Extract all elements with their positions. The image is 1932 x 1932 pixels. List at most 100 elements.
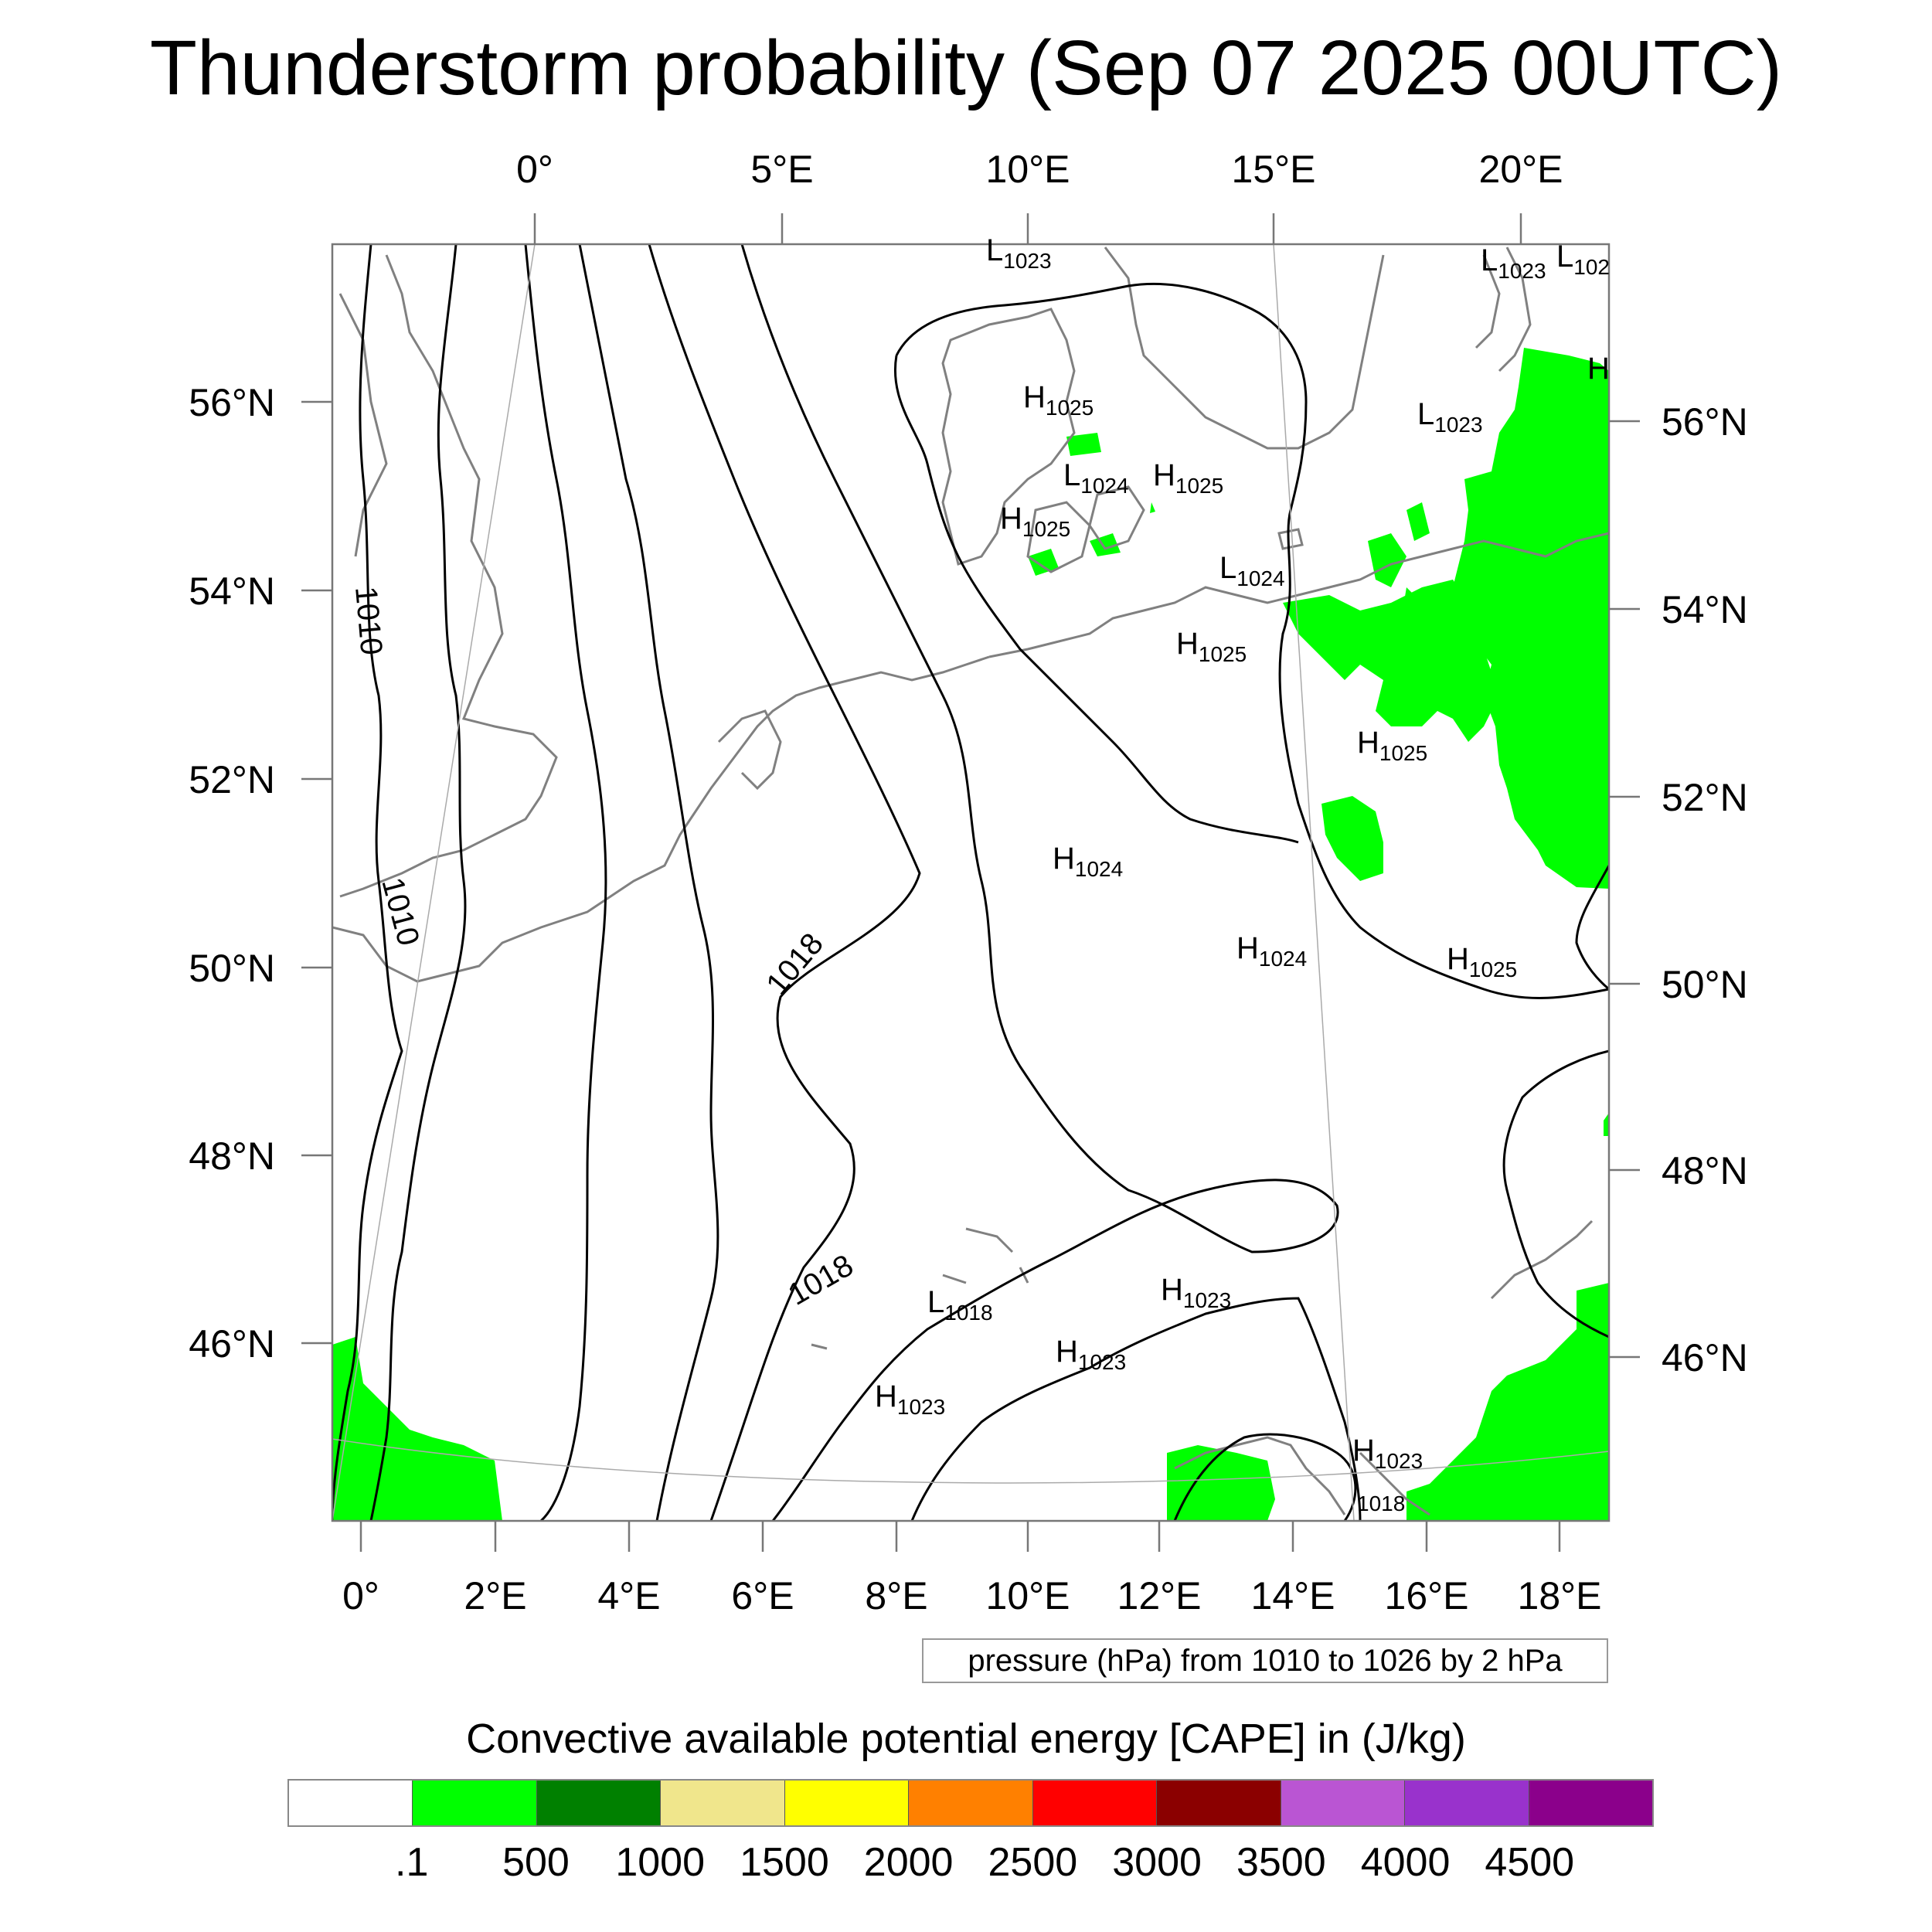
pressure-center: H1023: [1352, 1434, 1423, 1473]
pressure-center: H1023: [875, 1379, 945, 1419]
map-title: Thunderstorm probability (Sep 07 2025 00…: [149, 25, 1783, 111]
bottom-label-14E: 14°E: [1251, 1574, 1335, 1617]
pressure-center: L1023: [1481, 243, 1546, 283]
map-frame-group: [332, 244, 1609, 1521]
colorbar-label: 4500: [1485, 1840, 1575, 1885]
svg-text:H1025: H1025: [1357, 726, 1427, 765]
pressure-center: L1024: [1219, 551, 1285, 590]
pressure-value: 1025: [1379, 741, 1427, 765]
colorbar-label: 3000: [1112, 1840, 1202, 1885]
pressure-letter: H: [1352, 1434, 1375, 1468]
colorbar-title: Convective available potential energy [C…: [466, 1716, 1466, 1762]
pressure-letter: L: [1417, 397, 1434, 431]
coastline-latvia: [1498, 247, 1532, 372]
pressure-value: 1025: [1175, 474, 1223, 498]
pressure-value: 1023: [897, 1395, 945, 1419]
pressure-value: 102: [1573, 255, 1610, 279]
cape-area-poland-south: [1321, 796, 1383, 881]
cape-area-poland-north: [1283, 580, 1499, 742]
right-label-50N: 50°N: [1662, 963, 1748, 1006]
coastline-sweden-south: [1104, 247, 1385, 450]
colorbar-swatch: [660, 1781, 784, 1825]
svg-text:H: H: [1587, 352, 1610, 386]
colorbar-label: 500: [502, 1840, 570, 1885]
cape-area-adriatic: [1167, 1445, 1275, 1521]
coastline-croatia: [1359, 1451, 1430, 1516]
cape-area-denmark-1: [1066, 433, 1101, 456]
cape-area-poland-east: [1453, 348, 1609, 889]
svg-text:1018: 1018: [1357, 1492, 1405, 1515]
map-frame: [331, 243, 1611, 1522]
right-label-54N: 54°N: [1662, 588, 1748, 631]
left-label-56N: 56°N: [189, 381, 275, 424]
pressure-value: 1018: [944, 1301, 992, 1325]
pressure-center: H: [1587, 352, 1610, 386]
pressure-letter: L: [1063, 458, 1080, 492]
coastline-france-north: [332, 655, 990, 983]
isobar-1020: [740, 244, 1339, 1521]
cape-area-east-edge: [1604, 1113, 1609, 1136]
isobar-1024-baltic: [1575, 865, 1609, 991]
coastline-uk: [339, 254, 558, 898]
cape-area-denmark-2: [1028, 502, 1155, 576]
left-axis-labels: 56°N 54°N 52°N 50°N 48°N 46°N: [189, 381, 275, 1366]
pressure-letter: H: [1023, 380, 1046, 414]
pressure-value: 1024: [1236, 566, 1284, 590]
svg-text:L1018: L1018: [927, 1285, 993, 1325]
isobar-layer: [332, 244, 1609, 1521]
axis-ticks: [301, 213, 1640, 1552]
right-label-46N: 46°N: [1662, 1336, 1748, 1379]
left-label-50N: 50°N: [189, 947, 275, 990]
isobar-label-1010-north: 1010: [349, 585, 389, 656]
svg-text:H1023: H1023: [1161, 1273, 1231, 1312]
isobar-1024-west: [894, 355, 1299, 844]
colorbar-swatch: [536, 1781, 661, 1825]
svg-text:L1024: L1024: [1219, 551, 1285, 590]
pressure-center: H1025: [1447, 942, 1517, 981]
isobar-label-1018-south: 1018: [783, 1248, 859, 1312]
colorbar-swatch: [784, 1781, 909, 1825]
coastline-lakes-alps: [811, 1227, 1029, 1350]
coastline-baltic-south: [988, 532, 1609, 658]
pressure-center: L102: [1556, 240, 1610, 279]
top-label-15E: 15°E: [1232, 148, 1316, 191]
pressure-center: H1023: [1056, 1335, 1126, 1374]
pressure-center: L1023: [1417, 397, 1483, 437]
pressure-value: 1023: [1498, 259, 1546, 283]
pressure-value: 1023: [1375, 1449, 1423, 1473]
top-label-20E: 20°E: [1479, 148, 1563, 191]
bottom-label-2E: 2°E: [464, 1574, 526, 1617]
pressure-letter: H: [1236, 931, 1259, 965]
svg-text:H1024: H1024: [1236, 931, 1307, 971]
bottom-label-4E: 4°E: [597, 1574, 660, 1617]
pressure-value: 1023: [1183, 1288, 1231, 1312]
isobar-1018: [648, 244, 921, 1521]
colorbar-label: 1000: [615, 1840, 706, 1885]
colorbar-labels: .1 500 1000 1500 2000 2500 3000 3500 4000 4500: [0, 1838, 1932, 1892]
bottom-label-16E: 16°E: [1385, 1574, 1469, 1617]
coastline-hungary-east: [1490, 1219, 1594, 1300]
pressure-letter: L: [1219, 551, 1236, 585]
pressure-value: 1025: [1199, 642, 1247, 666]
coastline-netherlands: [717, 709, 782, 791]
isobar-1024-south: [1173, 1433, 1357, 1521]
cape-area-poland-streaks: [1368, 502, 1430, 641]
svg-text:L102: L102: [1556, 240, 1610, 279]
left-label-46N: 46°N: [189, 1322, 275, 1366]
graticule-layer: [332, 244, 1609, 1521]
right-label-56N: 56°N: [1662, 400, 1748, 444]
svg-text:L1023: L1023: [1417, 397, 1483, 437]
parallel-45N: [332, 1438, 1609, 1484]
pressure-letter: L: [927, 1285, 944, 1319]
colorbar-label: 2000: [863, 1840, 954, 1885]
pressure-letter: H: [1447, 942, 1469, 976]
isobar-1010-west: [332, 244, 403, 1521]
colorbar-label: 3500: [1236, 1840, 1326, 1885]
coastline-denmark: [941, 308, 1076, 566]
svg-text:H1023: H1023: [875, 1379, 945, 1419]
left-label-52N: 52°N: [189, 758, 275, 801]
pressure-value: 1018: [1357, 1492, 1405, 1515]
pressure-center: 1018: [1357, 1492, 1405, 1515]
bottom-label-0: 0°: [342, 1574, 379, 1617]
bottom-axis-labels: 0° 2°E 4°E 6°E 8°E 10°E 12°E 14°E 16°E 1…: [342, 1574, 1601, 1617]
